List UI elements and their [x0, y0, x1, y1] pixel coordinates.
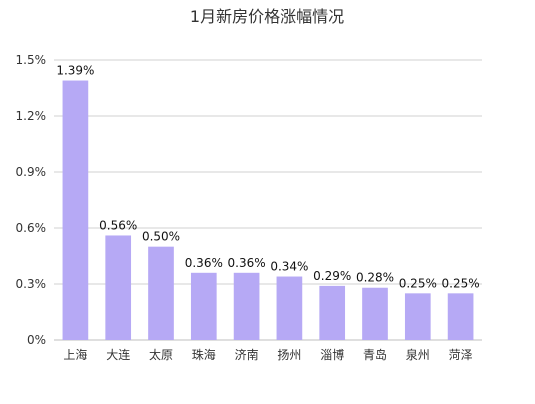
- chart-title: 1月新房价格涨幅情况: [190, 7, 344, 26]
- bar-data-label: 0.25%: [399, 276, 437, 290]
- bar: [447, 293, 474, 340]
- y-tick-label: 0%: [27, 333, 46, 347]
- data-labels: 1.39% 0.56% 0.50% 0.36% 0.36% 0.34% 0.29% 0.28%…: [56, 64, 479, 291]
- y-tick-label: 0.3%: [16, 277, 47, 291]
- bar-data-label: 0.34%: [270, 260, 308, 274]
- bar: [148, 246, 174, 340]
- x-axis-category-labels: 上海 大连 太原 珠海 济南 扬州 淄博 青岛 泉州 菏泽: [63, 347, 472, 362]
- x-category-label: 珠海: [192, 347, 216, 362]
- bar-data-label: 0.29%: [313, 269, 351, 283]
- bar: [233, 272, 260, 340]
- bar: [404, 293, 431, 340]
- x-category-label: 太原: [149, 347, 173, 362]
- bar-data-label: 1.39%: [56, 64, 94, 78]
- bar: [105, 235, 132, 340]
- bar-data-label: 0.36%: [185, 256, 223, 270]
- x-category-label: 扬州: [277, 347, 301, 362]
- y-axis-tick-labels: 0% 0.3% 0.6% 0.9% 1.2% 1.5%: [16, 53, 47, 347]
- x-category-label: 菏泽: [449, 348, 473, 362]
- y-tick-label: 1.2%: [16, 109, 47, 123]
- x-category-label: 上海: [63, 347, 87, 362]
- y-tick-label: 0.6%: [16, 221, 47, 235]
- bar: [62, 80, 89, 341]
- x-category-label: 青岛: [363, 347, 387, 362]
- bar: [319, 285, 346, 340]
- bar-data-label: 0.25%: [442, 276, 480, 290]
- y-tick-label: 1.5%: [16, 53, 47, 67]
- x-category-label: 济南: [235, 347, 259, 362]
- bar: [362, 287, 388, 340]
- bar-data-label: 0.56%: [99, 218, 137, 232]
- x-category-label: 大连: [106, 347, 130, 362]
- bars: [62, 80, 474, 341]
- bar: [276, 276, 303, 340]
- bar: [190, 272, 217, 340]
- x-category-label: 淄博: [320, 347, 344, 362]
- bar-data-label: 0.28%: [356, 271, 394, 285]
- y-tick-label: 0.9%: [16, 165, 47, 179]
- bar-data-label: 0.36%: [228, 256, 266, 270]
- x-category-label: 泉州: [406, 348, 430, 362]
- bar-data-label: 0.50%: [142, 230, 180, 244]
